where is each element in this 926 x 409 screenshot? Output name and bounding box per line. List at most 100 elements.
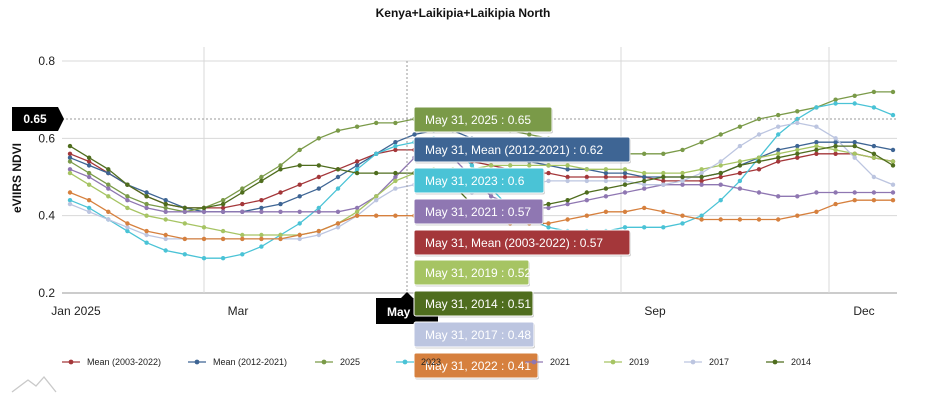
data-point [201,205,207,211]
data-point [106,167,111,172]
data-point [776,132,781,137]
data-point [125,182,130,187]
data-point [86,198,92,203]
data-point [527,163,532,168]
data-point [718,159,723,164]
tooltip: May 31, Mean (2003-2022) : 0.57 [413,229,631,257]
data-point [699,174,704,180]
data-point [163,217,168,222]
data-point [393,120,398,126]
tooltip-text: May 31, 2025 : 0.65 [425,113,531,127]
legend-item[interactable]: 2014 [766,357,811,367]
data-point [220,256,226,261]
data-point [220,209,226,214]
data-point [240,190,245,195]
data-point [661,182,666,187]
legend-item[interactable]: 2017 [684,357,729,367]
data-point [393,178,398,184]
data-point [163,198,168,203]
data-point [718,163,723,168]
data-point [144,240,149,245]
data-point [603,170,609,176]
data-point [278,190,283,195]
tooltip-text: May 31, 2021 : 0.57 [425,205,531,219]
data-point [201,225,207,230]
data-point [144,205,149,211]
legend-item[interactable]: 2023 [396,357,441,367]
data-point [871,105,877,110]
data-point [718,132,723,137]
legend-swatch-dot [68,359,74,365]
x-tick-label: Dec [853,304,874,318]
legend-item[interactable]: Mean (2012-2021) [188,357,287,367]
data-point [335,221,341,226]
data-point [354,167,360,172]
data-point [67,190,73,195]
data-point [642,170,647,176]
tooltip: May 31, 2023 : 0.6 [413,167,545,195]
data-point [699,178,704,184]
data-point [565,174,570,180]
data-point [163,236,168,242]
data-point [278,232,283,238]
data-point [125,198,130,203]
data-point [852,143,857,149]
data-point [699,217,704,222]
data-point [163,232,168,238]
data-point [833,143,838,149]
data-point [622,170,628,176]
data-point [622,182,628,187]
data-point [680,178,685,184]
data-point [642,151,647,156]
data-point [527,132,532,137]
data-point [776,147,781,153]
data-point [890,89,896,95]
data-point [795,194,800,199]
tooltip-box [413,167,545,194]
tooltip-box [413,259,530,286]
legend-item[interactable]: 2019 [604,357,649,367]
data-point [852,151,857,156]
data-point [699,170,704,176]
data-point [642,225,647,230]
tooltip: May 31, 2019 : 0.52 [413,259,531,287]
data-point [871,155,877,160]
data-point [546,163,551,168]
data-point [278,209,283,214]
tooltip-box [413,321,535,348]
legend-item[interactable]: 2021 [525,357,570,367]
data-point [354,213,360,218]
data-point [106,194,111,199]
data-point [737,143,743,149]
legend[interactable]: Mean (2003-2022) Mean (2012-2021) 2025 2023… [62,357,811,367]
data-point [584,174,589,180]
tooltip-text: May 31, Mean (2003-2022) : 0.57 [425,236,603,250]
data-point [756,167,762,172]
data-point [756,132,762,137]
data-point [508,163,513,168]
data-point [393,186,398,191]
data-point [182,236,187,242]
legend-item[interactable]: 2025 [315,357,360,367]
data-point [316,163,321,168]
data-point [737,163,743,168]
data-point [737,217,743,222]
data-point [201,236,207,242]
series-line [69,145,894,236]
data-point [603,186,609,191]
data-point [584,198,589,203]
data-point [871,89,877,95]
data-point [890,147,896,153]
data-point [488,194,494,199]
data-point [565,163,570,168]
data-point [814,209,819,214]
tooltip-text: May 31, 2017 : 0.48 [425,328,531,342]
data-point [316,232,321,238]
data-point [565,217,570,222]
legend-item[interactable]: Mean (2003-2022) [62,357,161,367]
data-point [642,174,647,180]
data-point [871,151,877,156]
tooltip-text: May 31, 2023 : 0.6 [425,174,525,188]
data-point [354,163,360,168]
data-point [737,159,743,164]
